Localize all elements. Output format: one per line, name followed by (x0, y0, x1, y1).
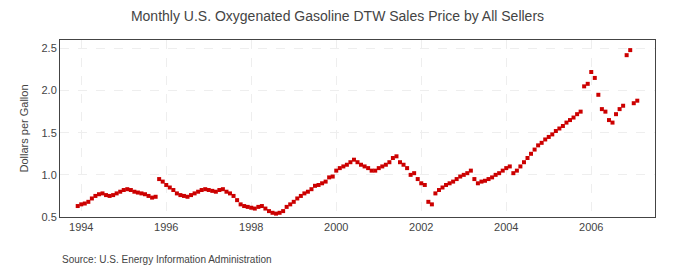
svg-text:1994: 1994 (69, 221, 93, 233)
svg-text:2006: 2006 (579, 221, 603, 233)
svg-text:2.5: 2.5 (42, 42, 57, 54)
svg-text:Dollars per Gallon: Dollars per Gallon (18, 84, 30, 172)
svg-text:0.5: 0.5 (42, 211, 57, 223)
svg-text:2.0: 2.0 (42, 84, 57, 96)
svg-text:1.5: 1.5 (42, 127, 57, 139)
svg-text:2002: 2002 (409, 221, 433, 233)
svg-text:Source: U.S. Energy Informatio: Source: U.S. Energy Information Administ… (62, 254, 272, 265)
svg-text:2000: 2000 (324, 221, 348, 233)
svg-text:1996: 1996 (154, 221, 178, 233)
svg-text:2004: 2004 (494, 221, 518, 233)
svg-text:Monthly U.S. Oxygenated Gasoli: Monthly U.S. Oxygenated Gasoline DTW Sal… (131, 8, 544, 24)
svg-text:1.0: 1.0 (42, 169, 57, 181)
svg-text:1998: 1998 (239, 221, 263, 233)
